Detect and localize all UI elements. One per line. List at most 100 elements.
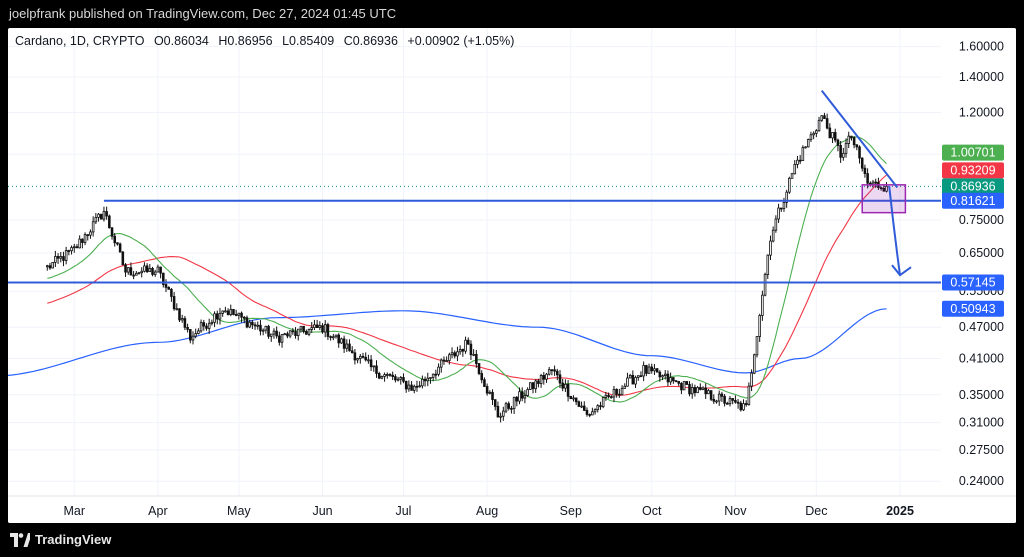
candle-down — [326, 324, 330, 337]
mid-ma-line — [47, 174, 887, 396]
candle-up — [601, 397, 605, 408]
candle-down — [375, 365, 378, 374]
candle-down — [404, 380, 408, 390]
price-tick-label: 0.31000 — [959, 416, 1004, 430]
candle-up — [237, 312, 241, 316]
candle-down — [170, 288, 173, 297]
candle-up — [456, 351, 459, 357]
candle-up — [140, 270, 143, 274]
candle-up — [207, 322, 211, 329]
candle-up — [59, 256, 63, 259]
price-tick-label: 0.75000 — [959, 213, 1004, 227]
candle-down — [361, 355, 365, 358]
candle-down — [823, 115, 826, 120]
candle-down — [574, 397, 578, 403]
candle-down — [553, 369, 556, 372]
candle-up — [701, 387, 705, 390]
candle-down — [852, 137, 856, 146]
candle-up — [64, 250, 68, 261]
candle-down — [655, 368, 659, 373]
tradingview-brand[interactable]: TradingView — [10, 532, 111, 547]
consolidation-box[interactable] — [861, 184, 907, 214]
candle-down — [712, 398, 716, 402]
candle-up — [728, 398, 732, 405]
time-tick-label: Sep — [560, 504, 582, 518]
candle-down — [251, 321, 254, 326]
candle-down — [466, 339, 470, 345]
candle-down — [167, 286, 170, 290]
candle-down — [493, 399, 497, 407]
candle-down — [491, 391, 494, 401]
price-axis[interactable]: 1.600001.400001.200000.750000.650000.550… — [942, 28, 1016, 523]
projection-arrow[interactable] — [888, 186, 901, 276]
candle-down — [674, 380, 678, 383]
candle-up — [777, 207, 780, 220]
candle-up — [356, 358, 359, 361]
price-label-tag — [942, 274, 1004, 291]
candle-up — [788, 177, 791, 193]
candle-up — [197, 330, 200, 334]
candle-down — [329, 336, 332, 338]
candle-up — [272, 330, 276, 335]
candle-up — [488, 391, 492, 394]
candle-up — [564, 383, 567, 389]
price-chart[interactable]: 1.600001.400001.200000.750000.650000.550… — [8, 28, 1016, 523]
candle-up — [296, 328, 300, 336]
drawings[interactable] — [8, 90, 941, 284]
candle-up — [288, 330, 292, 337]
chart-frame[interactable]: 1.60000 1.40000 1.20000 0.75000 0.65000 0.550… — [8, 28, 1016, 523]
candle-up — [448, 354, 451, 361]
candle-up — [340, 338, 343, 344]
candle-down — [164, 284, 168, 288]
candle-up — [51, 261, 54, 269]
price-label-tag — [942, 162, 1004, 179]
candle-down — [515, 396, 519, 402]
candle-up — [844, 143, 848, 154]
candle-down — [305, 331, 308, 335]
candle-up — [529, 382, 532, 390]
candle-up — [626, 377, 629, 387]
candle-up — [439, 359, 443, 368]
candle-down — [183, 318, 187, 328]
candle-down — [688, 384, 691, 395]
candle-up — [94, 216, 98, 223]
candle-up — [310, 327, 314, 330]
candle-down — [833, 132, 837, 141]
candle-down — [105, 211, 108, 217]
candle-up — [248, 321, 251, 328]
candle-up — [299, 325, 303, 330]
candle-up — [54, 256, 57, 263]
candle-down — [839, 145, 842, 158]
projection-arrow-head[interactable] — [891, 264, 912, 277]
candle-up — [634, 377, 637, 385]
candle-down — [582, 405, 586, 411]
candle-up — [572, 397, 575, 400]
candle-up — [682, 381, 686, 391]
price-tick-label: 1.20000 — [959, 105, 1004, 119]
candle-down — [510, 407, 513, 410]
candle-down — [234, 314, 238, 316]
candle-up — [135, 272, 138, 276]
candle-down — [121, 251, 125, 266]
descending-trendline[interactable] — [820, 90, 899, 189]
candle-down — [744, 403, 748, 405]
candle-down — [577, 401, 581, 407]
candle-down — [189, 329, 192, 341]
candle-up — [318, 325, 322, 328]
candle-down — [129, 267, 133, 276]
candle-up — [221, 310, 224, 314]
candle-up — [78, 238, 81, 249]
candle-up — [612, 388, 616, 398]
candle-down — [434, 373, 438, 376]
candle-up — [696, 387, 699, 394]
candle-down — [650, 366, 654, 372]
candle-up — [180, 318, 184, 321]
time-axis[interactable]: Mar Apr May Jun Jul Aug Sep Oct Nov Dec 2025 — [8, 495, 1016, 523]
candle-up — [359, 355, 362, 359]
candle-down — [216, 313, 219, 320]
candle-down — [151, 267, 154, 275]
candle-up — [91, 221, 95, 233]
candle-down — [162, 272, 165, 285]
candle-up — [70, 247, 73, 252]
candle-down — [477, 363, 481, 374]
